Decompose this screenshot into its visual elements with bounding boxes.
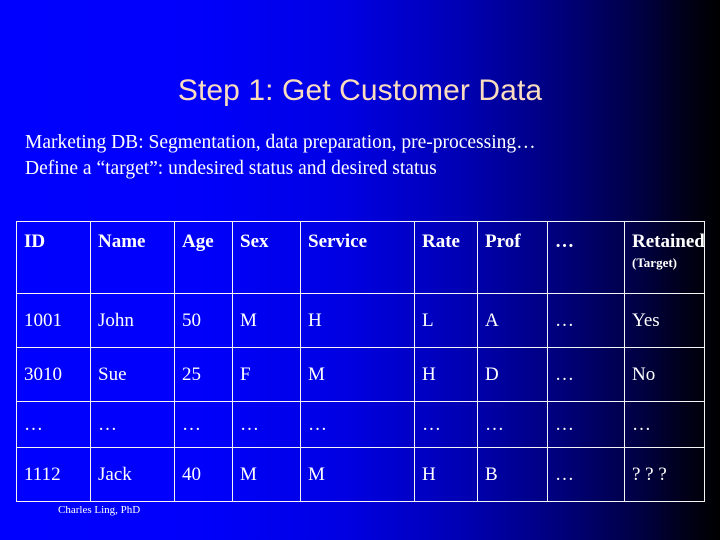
cell-prof: D xyxy=(477,347,548,402)
cell-id: 3010 xyxy=(16,347,91,402)
cell-service: … xyxy=(300,401,415,448)
cell-prof: A xyxy=(477,293,548,348)
cell-rate: L xyxy=(414,293,478,348)
cell-more: … xyxy=(547,347,625,402)
column-header-retained-label: Retained xyxy=(632,231,705,252)
cell-prof: B xyxy=(477,447,548,502)
cell-sex: … xyxy=(232,401,301,448)
cell-service: M xyxy=(300,447,415,502)
cell-service: H xyxy=(300,293,415,348)
column-header-prof: Prof xyxy=(477,221,548,294)
footer-credit: Charles Ling, PhD xyxy=(58,504,141,516)
cell-service: M xyxy=(300,347,415,402)
cell-id: 1112 xyxy=(16,447,91,502)
cell-id: … xyxy=(16,401,91,448)
cell-age: 25 xyxy=(174,347,233,402)
cell-retained: Yes xyxy=(624,293,705,348)
column-header-retained: Retained (Target) xyxy=(624,221,705,294)
cell-more: … xyxy=(547,401,625,448)
cell-retained: ? ? ? xyxy=(624,447,705,502)
column-header-sex: Sex xyxy=(232,221,301,294)
body-line-2: Define a “target”: undesired status and … xyxy=(25,158,437,179)
column-header-more: … xyxy=(547,221,625,294)
cell-age: 50 xyxy=(174,293,233,348)
cell-age: 40 xyxy=(174,447,233,502)
cell-name: Jack xyxy=(90,447,175,502)
body-line-1: Marketing DB: Segmentation, data prepara… xyxy=(25,132,536,153)
cell-retained: … xyxy=(624,401,705,448)
table-row: 1001 John 50 M H L A … Yes xyxy=(16,293,705,348)
cell-sex: M xyxy=(232,447,301,502)
cell-rate: H xyxy=(414,347,478,402)
cell-sex: M xyxy=(232,293,301,348)
cell-sex: F xyxy=(232,347,301,402)
table-row: 1112 Jack 40 M M H B … ? ? ? xyxy=(16,447,705,502)
cell-rate: … xyxy=(414,401,478,448)
column-header-rate: Rate xyxy=(414,221,478,294)
table-header-row: ID Name Age Sex Service Rate Prof … Reta… xyxy=(16,221,705,294)
cell-more: … xyxy=(547,293,625,348)
cell-more: … xyxy=(547,447,625,502)
cell-name: John xyxy=(90,293,175,348)
column-header-name: Name xyxy=(90,221,175,294)
column-header-id: ID xyxy=(16,221,91,294)
cell-rate: H xyxy=(414,447,478,502)
column-header-age: Age xyxy=(174,221,233,294)
table-row: 3010 Sue 25 F M H D … No xyxy=(16,347,705,402)
cell-prof: … xyxy=(477,401,548,448)
column-header-service: Service xyxy=(300,221,415,294)
column-header-retained-sublabel: (Target) xyxy=(632,255,678,270)
cell-id: 1001 xyxy=(16,293,91,348)
cell-name: … xyxy=(90,401,175,448)
cell-age: … xyxy=(174,401,233,448)
customer-data-table: ID Name Age Sex Service Rate Prof … Reta… xyxy=(16,221,705,502)
table-row: … … … … … … … … … xyxy=(16,401,705,448)
cell-retained: No xyxy=(624,347,705,402)
page-title: Step 1: Get Customer Data xyxy=(177,74,543,107)
cell-name: Sue xyxy=(90,347,175,402)
body-text-block: Marketing DB: Segmentation, data prepara… xyxy=(25,130,705,182)
